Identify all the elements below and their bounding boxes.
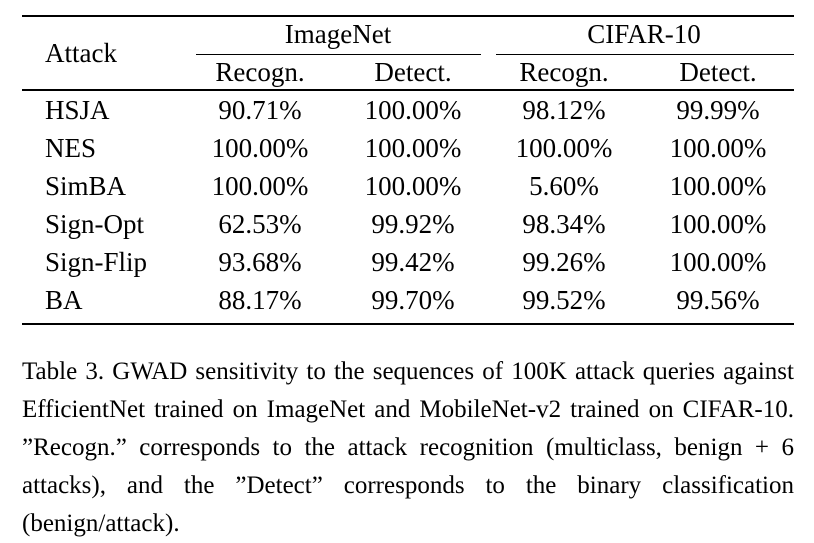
table-cell: 99.70%	[371, 285, 455, 315]
table-cell: 99.42%	[371, 247, 455, 277]
row-attack-name: BA	[45, 285, 83, 315]
row-attack-name: SimBA	[45, 171, 127, 201]
table-top-rule	[22, 15, 794, 17]
table-header-rule	[22, 89, 794, 91]
imagenet-group-rule	[196, 54, 481, 56]
table-cell: 88.17%	[218, 285, 302, 315]
table-cell: 99.26%	[522, 247, 606, 277]
table-cell: 100.00%	[669, 209, 767, 239]
row-attack-name: Sign-Opt	[45, 209, 145, 239]
table-cell: 5.60%	[529, 171, 599, 201]
row-attack-name: HSJA	[45, 95, 110, 125]
attack-column-header: Attack	[45, 38, 117, 68]
subheader-imagenet-detect: Detect.	[374, 57, 452, 87]
cifar-group-rule	[496, 54, 794, 56]
subheader-cifar-detect: Detect.	[679, 57, 757, 87]
table-cell: 100.00%	[211, 171, 309, 201]
table-cell: 100.00%	[364, 133, 462, 163]
row-attack-name: NES	[45, 133, 97, 163]
table-cell: 100.00%	[364, 171, 462, 201]
table-cell: 99.92%	[371, 209, 455, 239]
table-cell: 93.68%	[218, 247, 302, 277]
table-cell: 100.00%	[211, 133, 309, 163]
table-cell: 100.00%	[515, 133, 613, 163]
table-bottom-rule	[22, 323, 794, 325]
table-cell: 90.71%	[218, 95, 302, 125]
table-cell: 99.52%	[522, 285, 606, 315]
subheader-imagenet-recogn: Recogn.	[215, 57, 305, 87]
table-cell: 98.34%	[522, 209, 606, 239]
table-cell: 98.12%	[522, 95, 606, 125]
subheader-cifar-recogn: Recogn.	[519, 57, 609, 87]
group-header-imagenet: ImageNet	[284, 19, 392, 49]
table-cell: 99.99%	[676, 95, 760, 125]
group-header-cifar10: CIFAR-10	[587, 19, 701, 49]
table-cell: 100.00%	[669, 133, 767, 163]
table-cell: 100.00%	[364, 95, 462, 125]
row-attack-name: Sign-Flip	[45, 247, 148, 277]
table-cell: 100.00%	[669, 247, 767, 277]
table-caption: Table 3. GWAD sensitivity to the sequenc…	[22, 358, 794, 537]
table-cell: 99.56%	[676, 285, 760, 315]
table-cell: 100.00%	[669, 171, 767, 201]
table-cell: 62.53%	[218, 209, 302, 239]
